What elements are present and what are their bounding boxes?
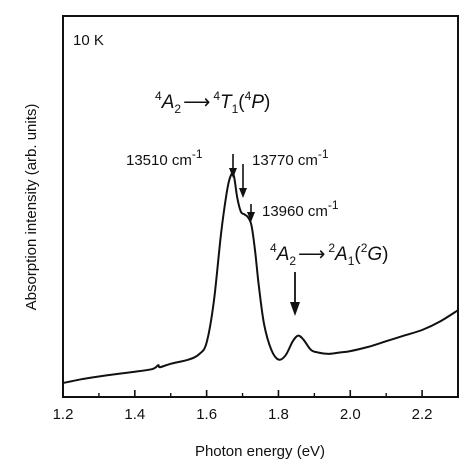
peak1-exp: -1 bbox=[192, 147, 203, 161]
peak2-value: 13770 cm bbox=[252, 152, 318, 169]
t2-arrow: ⟶ bbox=[298, 244, 325, 265]
peak3-exp: -1 bbox=[328, 198, 339, 212]
band-arrow-2a1 bbox=[290, 272, 300, 316]
transition-label-4t1: 4A2 ⟶ 4T1(4P) bbox=[155, 89, 270, 116]
plot-frame bbox=[62, 15, 459, 398]
t1-open: ( bbox=[238, 92, 245, 113]
y-axis-label: Absorption intensity (arb. units) bbox=[23, 104, 40, 311]
peak-label-13960: 13960 cm-1 bbox=[262, 198, 339, 220]
t2-a1-sup: 2 bbox=[328, 241, 335, 255]
x-axis-ticks: 1.2 1.4 1.6 1.8 2.0 2.2 bbox=[53, 390, 433, 423]
t2-a1-sub: 1 bbox=[348, 254, 355, 268]
t1-a-sub: 2 bbox=[174, 102, 181, 116]
t1-t-sub: 1 bbox=[232, 102, 239, 116]
peak2-exp: -1 bbox=[318, 147, 329, 161]
t2-g: G bbox=[367, 244, 382, 265]
peak-label-13510: 13510 cm-1 bbox=[126, 147, 203, 169]
transition-label-2a1: 4A2 ⟶ 2A1(2G) bbox=[270, 241, 389, 268]
x-tick-label: 1.8 bbox=[268, 406, 289, 423]
t1-t: T bbox=[220, 92, 233, 113]
peak-arrow-13770 bbox=[239, 164, 247, 198]
t1-t-sup: 4 bbox=[213, 89, 220, 103]
t1-a: A bbox=[161, 92, 175, 113]
x-tick-label: 1.2 bbox=[53, 406, 74, 423]
t1-p-sup: 4 bbox=[245, 89, 252, 103]
peak-arrow-13510 bbox=[229, 154, 237, 178]
t1-close: ) bbox=[264, 92, 270, 113]
t2-close: ) bbox=[382, 244, 388, 265]
t1-p: P bbox=[251, 92, 264, 113]
x-tick-label: 1.4 bbox=[124, 406, 145, 423]
x-tick-label: 2.0 bbox=[340, 406, 361, 423]
peak-label-13770: 13770 cm-1 bbox=[252, 147, 329, 169]
t2-a1: A bbox=[334, 244, 348, 265]
t2-g-sup: 2 bbox=[361, 241, 368, 255]
peak-arrow-13960 bbox=[247, 204, 255, 222]
absorption-spectrum-line bbox=[62, 172, 459, 384]
x-tick-label: 2.2 bbox=[412, 406, 433, 423]
t1-left-sup: 4 bbox=[155, 89, 162, 103]
x-tick-label: 1.6 bbox=[196, 406, 217, 423]
x-axis-label: Photon energy (eV) bbox=[195, 443, 325, 460]
t2-a-sub: 2 bbox=[289, 254, 296, 268]
t1-arrow: ⟶ bbox=[183, 92, 210, 113]
t2-open: ( bbox=[354, 244, 361, 265]
t2-a: A bbox=[276, 244, 290, 265]
peak1-value: 13510 cm bbox=[126, 152, 192, 169]
t2-left-sup: 4 bbox=[270, 241, 277, 255]
temperature-label: 10 K bbox=[73, 32, 104, 49]
peak3-value: 13960 cm bbox=[262, 203, 328, 220]
